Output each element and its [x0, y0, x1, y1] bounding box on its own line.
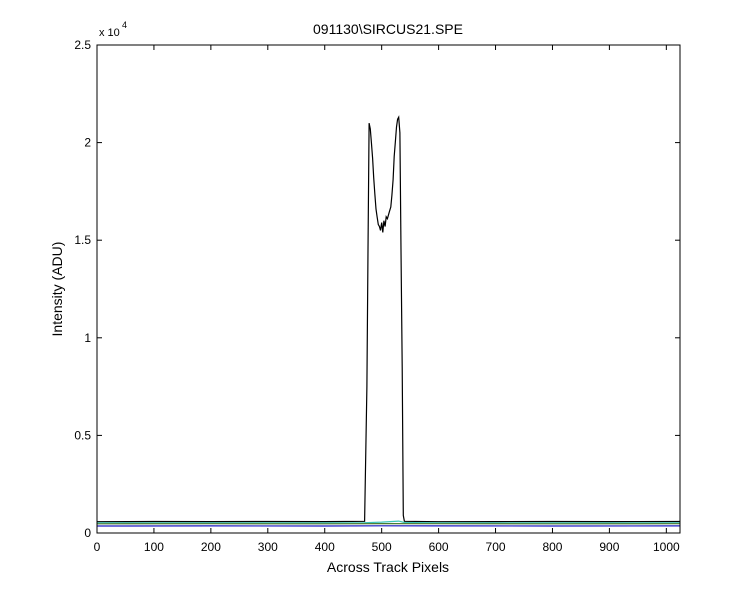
- y-exponent-power: 4: [122, 20, 127, 30]
- x-tick-label: 300: [258, 540, 278, 554]
- x-tick-label: 500: [372, 540, 392, 554]
- y-ticks: 0 0.5 1 1.5 2 2.5: [74, 38, 680, 540]
- x-tick-label: 0: [94, 540, 101, 554]
- y-tick-label: 0: [84, 526, 91, 540]
- x-tick-label: 800: [542, 540, 562, 554]
- series-layer: [96, 115, 681, 527]
- x-tick-label: 400: [315, 540, 335, 554]
- x-tick-label: 600: [429, 540, 449, 554]
- plot-area: [97, 45, 680, 533]
- y-exponent-label: x 10: [99, 27, 120, 39]
- plot-frame: [96, 44, 681, 534]
- y-tick-label: 2.5: [74, 38, 91, 52]
- chart-title: 091130\SIRCUS21.SPE: [313, 21, 463, 37]
- x-tick-label: 900: [599, 540, 619, 554]
- x-tick-label: 1000: [653, 540, 680, 554]
- series-line-2: [97, 520, 680, 524]
- y-tick-label: 2: [84, 136, 91, 150]
- y-tick-label: 1.5: [74, 233, 91, 247]
- x-tick-label: 100: [144, 540, 164, 554]
- y-axis-label: Intensity (ADU): [49, 242, 65, 337]
- x-ticks: 0 100 200 300 400 500 600 700 800 900 1000: [94, 45, 680, 554]
- x-tick-label: 700: [486, 540, 506, 554]
- series-line-1: [96, 115, 681, 523]
- x-tick-label: 200: [201, 540, 221, 554]
- y-tick-label: 1: [84, 331, 91, 345]
- y-tick-label: 0.5: [74, 428, 91, 442]
- x-axis-label: Across Track Pixels: [327, 559, 449, 575]
